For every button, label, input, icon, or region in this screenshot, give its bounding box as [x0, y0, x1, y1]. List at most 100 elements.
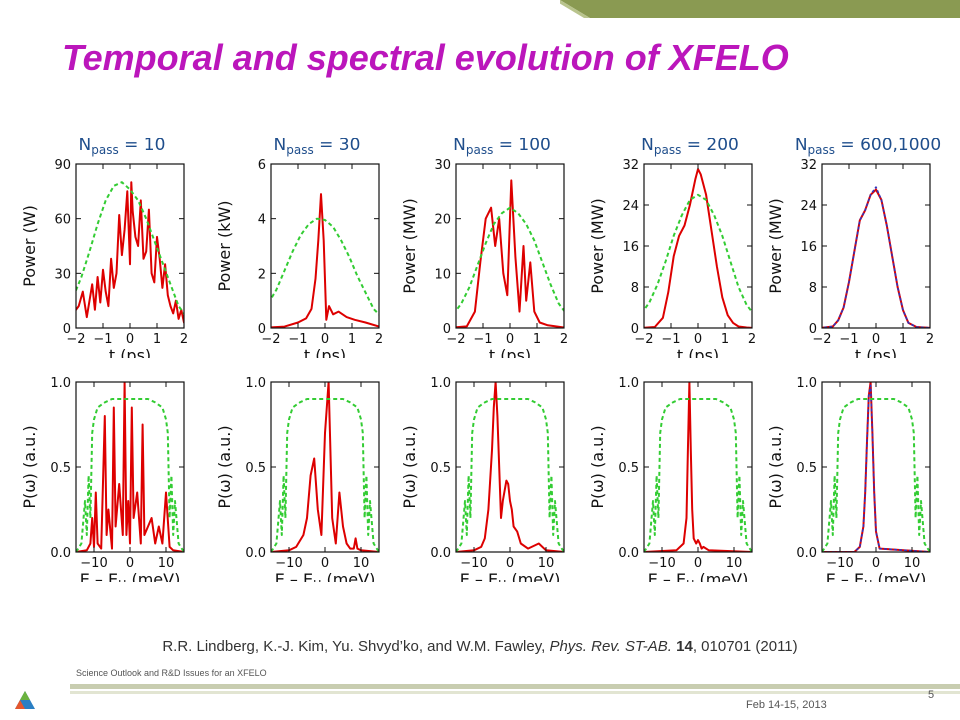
chart-title-value: = 30 — [314, 138, 361, 155]
chart-title-sub: pass — [466, 143, 493, 157]
x-tick-label: 2 — [748, 332, 756, 347]
chart-panel-5: Npass = 600,1000 −2 −1 0 1 2 0 8 16 24 32 t (ps) Pow… — [766, 138, 946, 358]
footer-bars — [70, 684, 960, 694]
chart-title-sub: pass — [91, 143, 118, 157]
top-decorative-band — [560, 0, 960, 18]
x-tick-label: 0 — [321, 332, 329, 347]
y-tick-label: 1.0 — [245, 376, 266, 391]
y-axis-label: P(ω) (a.u.) — [588, 425, 607, 508]
x-axis-label: E – EH (meV) — [80, 570, 181, 582]
y-tick-label: 2 — [258, 267, 266, 282]
chart-panel-6: −10 0 10 0.0 0.5 1.0 E – EH (meV) P(ω) (a.u.) — [20, 362, 200, 582]
x-tick-label: 10 — [538, 556, 555, 571]
chart-svg: −10 0 10 0.0 0.5 1.0 E – EH (meV) P(ω) (a.u.) — [766, 376, 931, 582]
y-tick-label: 30 — [434, 158, 451, 173]
plot-frame — [643, 163, 753, 329]
y-axis-label: P(ω) (a.u.) — [215, 425, 234, 508]
x-axis-label-main: E – E — [826, 570, 864, 582]
x-tick-label: −10 — [648, 556, 675, 571]
y-axis-label: Power (MW) — [400, 198, 419, 294]
y-tick-label: 0 — [443, 322, 451, 337]
y-tick-label: 0.5 — [796, 461, 817, 476]
series-group — [456, 382, 564, 552]
logo-icon — [15, 691, 35, 709]
x-tick-label: −2 — [446, 332, 465, 347]
x-axis-label-sub: H — [864, 578, 872, 582]
x-tick-label: 0 — [126, 556, 134, 571]
x-tick-label: −1 — [661, 332, 680, 347]
footer-text: Science Outlook and R&D Issues for an XF… — [76, 668, 267, 678]
x-axis-label-main: E – E — [275, 570, 313, 582]
x-tick-label: −10 — [80, 556, 107, 571]
chart-svg: −10 0 10 0.0 0.5 1.0 E – EH (meV) P(ω) (a.u.) — [400, 376, 565, 582]
x-axis-label-main: E – E — [648, 570, 686, 582]
page-number: 5 — [928, 689, 935, 701]
x-tick-label: 0 — [506, 332, 514, 347]
citation-volume: 14 — [676, 638, 693, 655]
chart-svg: Npass = 600,1000 −2 −1 0 1 2 0 8 16 24 32 t (ps) Pow… — [766, 138, 941, 358]
y-tick-label: 24 — [800, 199, 817, 214]
y-tick-label: 4 — [258, 213, 266, 228]
y-tick-label: 60 — [54, 213, 71, 228]
x-axis-label-unit: (meV) — [694, 570, 748, 582]
chart-title-value: = 600,1000 — [835, 138, 941, 155]
series-group — [644, 168, 752, 328]
chart-svg: −10 0 10 0.0 0.5 1.0 E – EH (meV) P(ω) (a.u.) — [588, 376, 753, 582]
citation-authors: R.R. Lindberg, K.-J. Kim, Yu. Shvyd’ko, … — [162, 638, 546, 655]
series-line-green — [456, 206, 564, 313]
y-tick-label: 6 — [258, 158, 266, 173]
x-tick-label: −10 — [826, 556, 853, 571]
x-axis-label: t (ps) — [109, 346, 151, 358]
chart-title-sub: pass — [808, 143, 835, 157]
x-axis-label: t (ps) — [855, 346, 897, 358]
citation-pages: , 010701 (2011) — [692, 638, 798, 655]
x-axis-label-sub: H — [498, 578, 506, 582]
x-axis-label: t (ps) — [304, 346, 346, 358]
y-axis-label: P(ω) (a.u.) — [766, 425, 785, 508]
x-tick-label: 0 — [872, 556, 880, 571]
y-tick-label: 24 — [622, 199, 639, 214]
slide-date: Feb 14-15, 2013 — [746, 699, 827, 711]
chart-title-sub: pass — [286, 143, 313, 157]
x-tick-label: 1 — [721, 332, 729, 347]
y-axis-label: Power (kW) — [215, 200, 234, 291]
x-tick-label: 10 — [158, 556, 175, 571]
chart-title: Npass = 200 — [641, 138, 739, 157]
series-line-green — [644, 398, 752, 552]
y-tick-label: 0.5 — [245, 461, 266, 476]
x-axis-label: E – EH (meV) — [460, 570, 561, 582]
x-axis-label: t (ps) — [677, 346, 719, 358]
series-line-red — [644, 168, 752, 328]
chart-svg: Npass = 30 −2 −1 0 1 2 0 2 4 6 t (ps) Power (kW) — [215, 138, 383, 358]
chart-panel-10: −10 0 10 0.0 0.5 1.0 E – EH (meV) P(ω) (a.u.) — [766, 362, 946, 582]
chart-svg: Npass = 10 −2 −1 0 1 2 0 30 60 90 t (ps) Power (W) — [20, 138, 188, 358]
y-tick-label: 0.0 — [618, 546, 639, 561]
series-group — [76, 181, 184, 324]
series-line-red — [271, 382, 379, 552]
x-tick-label: −2 — [634, 332, 653, 347]
y-tick-label: 16 — [800, 240, 817, 255]
series-group — [271, 193, 379, 328]
chart-panel-1: Npass = 10 −2 −1 0 1 2 0 30 60 90 t (ps) Power (W) — [20, 138, 200, 358]
series-group — [644, 382, 752, 552]
y-tick-label: 0 — [63, 322, 71, 337]
series-group — [822, 382, 930, 552]
x-tick-label: 10 — [904, 556, 921, 571]
chart-panel-9: −10 0 10 0.0 0.5 1.0 E – EH (meV) P(ω) (a.u.) — [588, 362, 768, 582]
x-tick-label: −1 — [473, 332, 492, 347]
y-tick-label: 32 — [622, 158, 639, 173]
x-axis-label-unit: (meV) — [126, 570, 180, 582]
series-line-green — [456, 398, 564, 552]
x-axis-label-unit: (meV) — [321, 570, 375, 582]
chart-title-n: N — [795, 138, 808, 155]
x-tick-label: 0 — [321, 556, 329, 571]
y-tick-label: 0 — [631, 322, 639, 337]
x-axis-label-unit: (meV) — [872, 570, 926, 582]
series-line-green — [271, 217, 379, 316]
chart-title-n: N — [274, 138, 287, 155]
x-axis-label: t (ps) — [489, 346, 531, 358]
chart-svg: Npass = 200 −2 −1 0 1 2 0 8 16 24 32 t (ps) Power (M… — [588, 138, 756, 358]
series-group — [271, 382, 379, 552]
chart-title-value: = 100 — [493, 138, 551, 155]
